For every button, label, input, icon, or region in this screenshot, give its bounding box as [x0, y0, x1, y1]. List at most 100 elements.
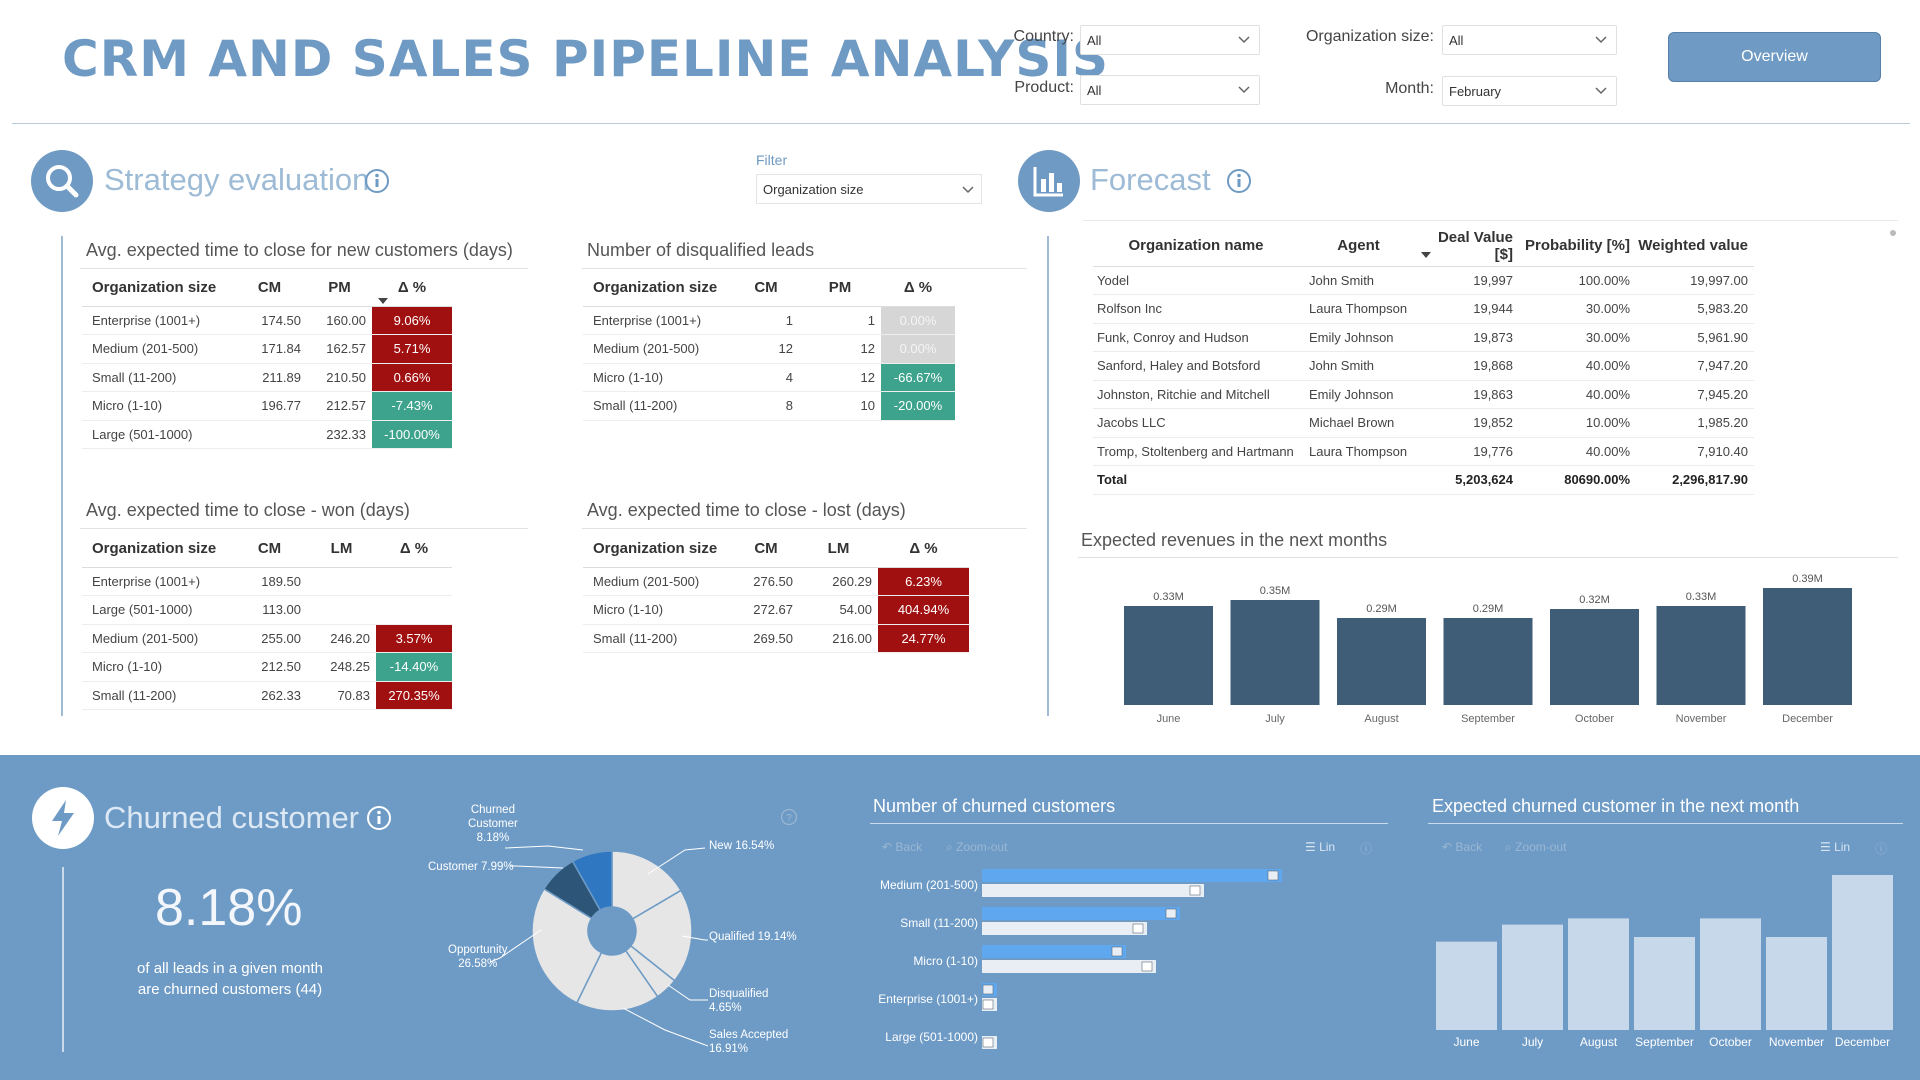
- delta-cell: 5.71%: [372, 334, 452, 364]
- col-header[interactable]: Weighted value: [1636, 226, 1754, 267]
- linear-scale-button[interactable]: ☰ Lin: [1820, 840, 1851, 854]
- churn-forecast-bar[interactable]: [1766, 937, 1827, 1030]
- help-icon[interactable]: ⓘ: [1875, 842, 1888, 856]
- linear-scale-button[interactable]: ☰ Lin: [1305, 840, 1336, 854]
- delta-cell: 24.77%: [878, 624, 969, 653]
- table-row[interactable]: Micro (1-10) 196.77 212.57 -7.43%: [82, 391, 452, 421]
- table-row[interactable]: Johnston, Ritchie and Mitchell Emily John…: [1093, 380, 1754, 409]
- churn-forecast-bar[interactable]: [1502, 924, 1563, 1030]
- help-icon[interactable]: ⓘ: [1360, 842, 1373, 856]
- country-dropdown[interactable]: All: [1080, 25, 1260, 55]
- zoom-out-button[interactable]: ⌕ Zoom-out: [1505, 840, 1567, 854]
- table-row[interactable]: Medium (201-500) 12 12 0.00%: [583, 334, 955, 364]
- donut-slice[interactable]: [575, 949, 659, 1012]
- bar-previous[interactable]: [982, 884, 1204, 897]
- table-row[interactable]: Enterprise (1001+) 189.50: [82, 567, 452, 596]
- total-probability: 80690.00%: [1519, 465, 1636, 495]
- col-header[interactable]: Organization size: [82, 270, 232, 307]
- table-row[interactable]: Enterprise (1001+) 174.50 160.00 9.06%: [82, 306, 452, 335]
- col-header[interactable]: LM: [307, 531, 376, 568]
- churn-forecast-bar[interactable]: [1700, 918, 1761, 1030]
- table-row[interactable]: Yodel John Smith 19,997 100.00% 19,997.00: [1093, 266, 1754, 295]
- col-header[interactable]: CM: [733, 531, 799, 568]
- revenue-bar[interactable]: [1656, 606, 1746, 705]
- month-dropdown[interactable]: February: [1442, 76, 1617, 106]
- table-row[interactable]: Tromp, Stoltenberg and Hartmann Laura Tho…: [1093, 437, 1754, 466]
- revenue-bar[interactable]: [1443, 618, 1533, 705]
- pm-cell: 1: [799, 306, 881, 335]
- bar-current[interactable]: [982, 945, 1126, 958]
- probability-cell: 40.00%: [1519, 437, 1636, 466]
- table-row[interactable]: Medium (201-500) 255.00 246.20 3.57%: [82, 624, 452, 653]
- table-row[interactable]: Jacobs LLC Michael Brown 19,852 10.00% 1,985…: [1093, 408, 1754, 438]
- lightning-icon: [32, 787, 94, 849]
- churn-forecast-bar[interactable]: [1832, 875, 1893, 1030]
- col-header[interactable]: Organization size: [583, 270, 733, 307]
- col-header[interactable]: PM: [307, 270, 372, 307]
- table-row[interactable]: Medium (201-500) 276.50 260.29 6.23%: [583, 567, 969, 596]
- table-row[interactable]: Funk, Conroy and Hudson Emily Johnson 19,8…: [1093, 323, 1754, 352]
- back-button[interactable]: ↶ Back: [882, 840, 923, 854]
- cm-cell: 262.33: [232, 681, 307, 710]
- table-row[interactable]: Large (501-1000) 113.00: [82, 595, 452, 625]
- table-row[interactable]: Micro (1-10) 4 12 -66.67%: [583, 363, 955, 392]
- table-row[interactable]: Micro (1-10) 272.67 54.00 404.94%: [583, 595, 969, 625]
- org-size-dropdown[interactable]: All: [1442, 25, 1617, 55]
- col-header-sorted[interactable]: Deal Value [$]: [1418, 226, 1519, 267]
- col-header[interactable]: CM: [733, 270, 799, 307]
- bar-previous[interactable]: [982, 922, 1147, 935]
- col-header[interactable]: Probability [%]: [1519, 226, 1636, 267]
- pie-label-new: New 16.54%: [709, 840, 775, 852]
- info-icon[interactable]: [364, 168, 390, 194]
- col-header[interactable]: Organization size: [583, 531, 733, 568]
- table-row[interactable]: Micro (1-10) 212.50 248.25 -14.40%: [82, 652, 452, 682]
- donut-slice[interactable]: [571, 850, 613, 912]
- col-header[interactable]: LM: [799, 531, 878, 568]
- bar-current[interactable]: [982, 869, 1282, 882]
- bar-tag: [1132, 923, 1144, 934]
- table-row[interactable]: Medium (201-500) 171.84 162.57 5.71%: [82, 334, 452, 364]
- col-header[interactable]: Δ %: [376, 531, 452, 568]
- product-dropdown[interactable]: All: [1080, 75, 1260, 105]
- revenue-bar[interactable]: [1763, 588, 1852, 705]
- col-header[interactable]: CM: [232, 531, 307, 568]
- info-icon[interactable]: [1226, 168, 1252, 194]
- filter-dropdown[interactable]: Organization size: [756, 174, 982, 204]
- churn-forecast-bar[interactable]: [1634, 937, 1695, 1030]
- col-header[interactable]: Δ %: [881, 270, 955, 307]
- zoom-out-button[interactable]: ⌕ Zoom-out: [946, 840, 1008, 854]
- table-row[interactable]: Rolfson Inc Laura Thompson 19,944 30.00% 5,9…: [1093, 294, 1754, 324]
- help-icon[interactable]: ?: [780, 808, 798, 826]
- bar-previous[interactable]: [982, 960, 1156, 973]
- table-row[interactable]: Small (11-200) 211.89 210.50 0.66%: [82, 363, 452, 392]
- churn-forecast-bar[interactable]: [1436, 941, 1497, 1030]
- col-header[interactable]: Δ %: [878, 531, 969, 568]
- overview-button[interactable]: Overview: [1668, 32, 1881, 82]
- revenue-bar[interactable]: [1550, 609, 1639, 705]
- table-row[interactable]: Small (11-200) 8 10 -20.00%: [583, 391, 955, 421]
- table-row[interactable]: Enterprise (1001+) 1 1 0.00%: [583, 306, 955, 335]
- donut-slice[interactable]: [629, 889, 693, 982]
- revenue-bar[interactable]: [1337, 618, 1426, 705]
- bar-current[interactable]: [982, 907, 1180, 920]
- table-row[interactable]: Large (501-1000) 232.33 -100.00%: [82, 420, 452, 449]
- org-name-cell: Yodel: [1093, 266, 1305, 295]
- churn-forecast-bar[interactable]: [1568, 918, 1629, 1030]
- revenue-bar[interactable]: [1230, 600, 1320, 705]
- table-row[interactable]: Small (11-200) 262.33 70.83 270.35%: [82, 681, 452, 710]
- col-header[interactable]: PM: [799, 270, 881, 307]
- info-icon[interactable]: [366, 805, 392, 831]
- org-size-cell: Micro (1-10): [82, 652, 232, 682]
- month-label: November: [1676, 713, 1727, 725]
- col-header[interactable]: CM: [232, 270, 307, 307]
- table-row[interactable]: Small (11-200) 269.50 216.00 24.77%: [583, 624, 969, 653]
- back-button[interactable]: ↶ Back: [1442, 840, 1483, 854]
- col-header[interactable]: Organization name: [1093, 226, 1305, 267]
- col-header[interactable]: Agent: [1305, 226, 1418, 267]
- donut-slice[interactable]: [611, 850, 682, 920]
- donut-slice[interactable]: [531, 887, 603, 1004]
- col-header[interactable]: Organization size: [82, 531, 232, 568]
- table-row[interactable]: Sanford, Haley and Botsford John Smith 19,…: [1093, 351, 1754, 381]
- revenue-bar[interactable]: [1124, 606, 1213, 705]
- scroll-indicator[interactable]: [1890, 230, 1896, 236]
